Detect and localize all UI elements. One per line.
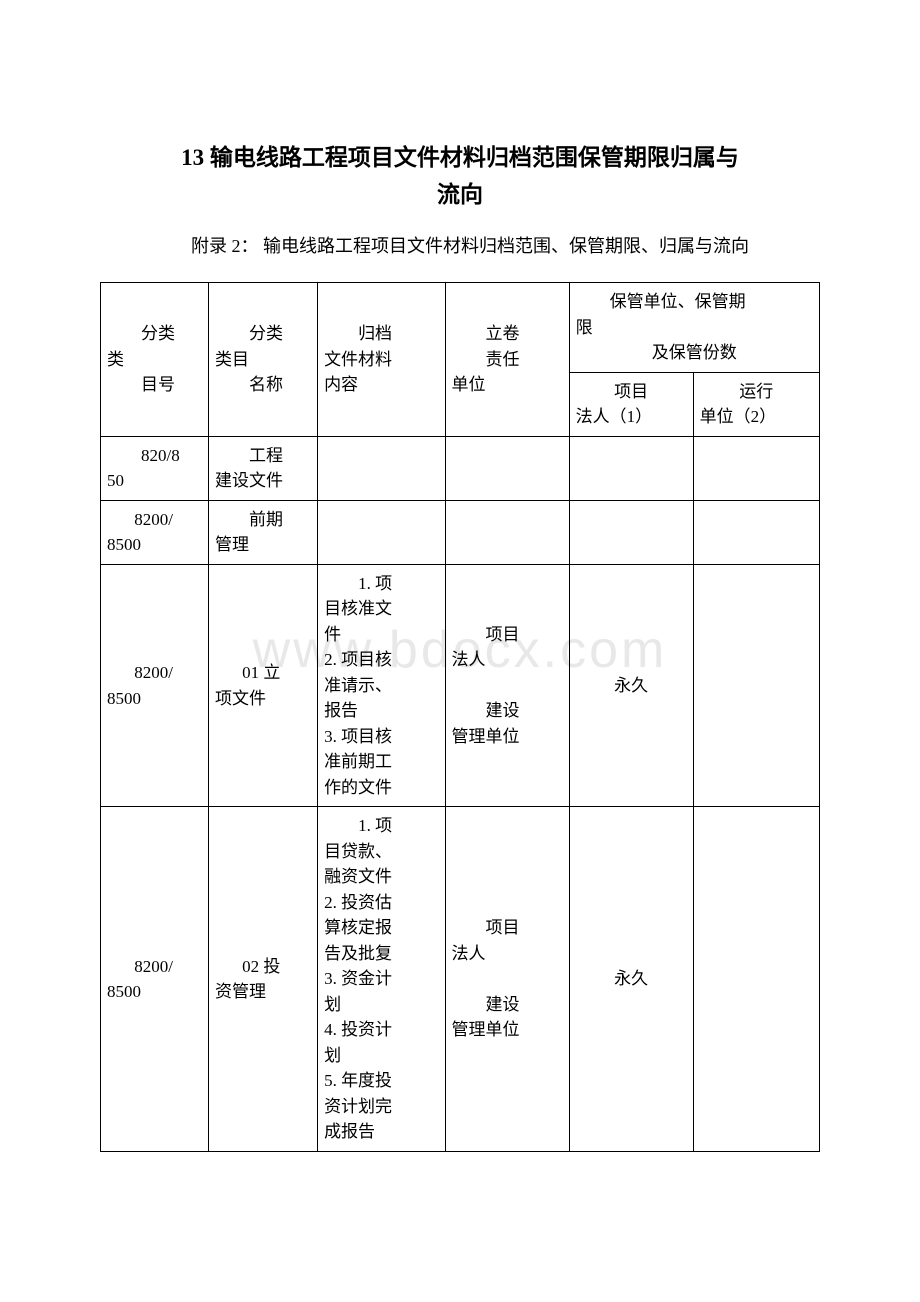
cell: [445, 500, 569, 564]
cell: 项目法人建设管理单位: [445, 564, 569, 807]
cell: 1. 项目核准文件2. 项目核准请示、报告3. 项目核准前期工作的文件: [318, 564, 445, 807]
cell: 项目法人建设管理单位: [445, 807, 569, 1152]
header-cat-name: 分类 类目 名称: [208, 283, 317, 437]
page-title-line1: 13 输电线路工程项目文件材料归档范围保管期限归属与: [100, 140, 820, 177]
cell: 820/850: [101, 436, 209, 500]
cell: [693, 500, 819, 564]
header-operation-unit: 运行 单位（2）: [693, 372, 819, 436]
header-project-legal: 项目 法人（1）: [569, 372, 693, 436]
cell: [693, 436, 819, 500]
cell: 8200/8500: [101, 500, 209, 564]
archive-table: 分类 类 目号 分类 类目 名称 归档 文件材料 内容 立卷 责任 单位: [100, 282, 820, 1152]
table-header-row: 分类 类 目号 分类 类目 名称 归档 文件材料 内容 立卷 责任 单位: [101, 283, 820, 373]
cell: [693, 564, 819, 807]
cell: [445, 436, 569, 500]
cell: 8200/8500: [101, 564, 209, 807]
header-resp-unit: 立卷 责任 单位: [445, 283, 569, 437]
header-file-content: 归档 文件材料 内容: [318, 283, 445, 437]
cell: 前期管理: [208, 500, 317, 564]
cell: 永久: [569, 564, 693, 807]
cell: 8200/8500: [101, 807, 209, 1152]
cell: 1. 项目贷款、融资文件2. 投资估算核定报告及批复3. 资金计划4. 投资计划…: [318, 807, 445, 1152]
header-storage-group: 保管单位、保管期 限 及保管份数: [569, 283, 819, 373]
cell: 01 立项文件: [208, 564, 317, 807]
cell: 工程建设文件: [208, 436, 317, 500]
subtitle: 附录 2： 输电线路工程项目文件材料归档范围、保管期限、归属与流向: [191, 236, 749, 256]
table-row: 8200/8500 01 立项文件 1. 项目核准文件2. 项目核准请示、报告3…: [101, 564, 820, 807]
cell: 永久: [569, 807, 693, 1152]
cell: [569, 436, 693, 500]
table-row: 820/850 工程建设文件: [101, 436, 820, 500]
table-row: 8200/8500 前期管理: [101, 500, 820, 564]
table-row: 8200/8500 02 投资管理 1. 项目贷款、融资文件2. 投资估算核定报…: [101, 807, 820, 1152]
cell: [318, 500, 445, 564]
cell: [693, 807, 819, 1152]
cell: [569, 500, 693, 564]
page-title-line2: 流向: [100, 177, 820, 214]
cell: [318, 436, 445, 500]
header-cat-no: 分类 类 目号: [101, 283, 209, 437]
cell: 02 投资管理: [208, 807, 317, 1152]
